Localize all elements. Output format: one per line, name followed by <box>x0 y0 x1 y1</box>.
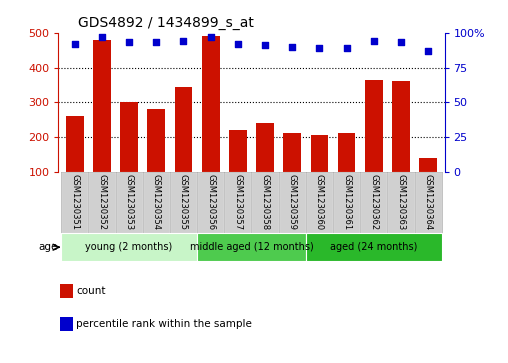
Text: GSM1230353: GSM1230353 <box>124 174 134 230</box>
Bar <box>415 172 442 233</box>
Bar <box>310 135 328 207</box>
Text: GSM1230362: GSM1230362 <box>369 174 378 230</box>
Bar <box>306 233 442 261</box>
Text: GSM1230360: GSM1230360 <box>315 174 324 230</box>
Text: GSM1230359: GSM1230359 <box>288 174 297 230</box>
Bar <box>392 81 410 207</box>
Text: GSM1230357: GSM1230357 <box>233 174 242 230</box>
Point <box>261 42 269 48</box>
Text: count: count <box>76 286 106 296</box>
Bar <box>256 123 274 207</box>
Bar <box>61 172 88 233</box>
Bar <box>202 36 219 207</box>
Point <box>207 34 215 40</box>
Bar <box>143 172 170 233</box>
Bar <box>283 133 301 207</box>
Point <box>71 41 79 47</box>
Point <box>152 40 161 45</box>
Bar <box>66 116 84 207</box>
Bar <box>197 233 306 261</box>
Point <box>397 40 405 45</box>
Text: GSM1230354: GSM1230354 <box>152 174 161 230</box>
Bar <box>419 158 437 207</box>
Text: young (2 months): young (2 months) <box>85 242 173 252</box>
Bar <box>333 172 360 233</box>
Bar <box>306 172 333 233</box>
Point <box>234 41 242 47</box>
Bar <box>93 40 111 207</box>
Bar <box>251 172 279 233</box>
Bar <box>61 233 197 261</box>
Text: GSM1230361: GSM1230361 <box>342 174 351 230</box>
Bar <box>229 130 247 207</box>
Text: GDS4892 / 1434899_s_at: GDS4892 / 1434899_s_at <box>78 16 253 30</box>
Text: aged (24 months): aged (24 months) <box>330 242 418 252</box>
Bar <box>279 172 306 233</box>
Point <box>98 34 106 40</box>
Bar <box>224 172 251 233</box>
Bar <box>360 172 388 233</box>
Text: GSM1230351: GSM1230351 <box>70 174 79 230</box>
Point <box>125 40 133 45</box>
Bar <box>115 172 143 233</box>
Point <box>179 38 187 44</box>
Text: GSM1230363: GSM1230363 <box>397 174 405 230</box>
Text: GSM1230364: GSM1230364 <box>424 174 433 230</box>
Bar <box>147 109 165 207</box>
Text: middle aged (12 months): middle aged (12 months) <box>189 242 313 252</box>
Bar <box>197 172 224 233</box>
Text: age: age <box>39 242 58 252</box>
Point <box>315 45 324 51</box>
Point <box>288 44 296 49</box>
Text: GSM1230352: GSM1230352 <box>98 174 106 230</box>
Text: percentile rank within the sample: percentile rank within the sample <box>76 319 252 329</box>
Text: GSM1230356: GSM1230356 <box>206 174 215 230</box>
Point <box>370 38 378 44</box>
Bar <box>120 102 138 207</box>
Text: GSM1230358: GSM1230358 <box>261 174 270 230</box>
Point <box>424 48 432 54</box>
Bar <box>365 80 383 207</box>
Point <box>342 45 351 51</box>
Text: GSM1230355: GSM1230355 <box>179 174 188 230</box>
Bar <box>388 172 415 233</box>
Bar <box>170 172 197 233</box>
Bar <box>88 172 115 233</box>
Bar <box>175 87 193 207</box>
Bar <box>338 133 356 207</box>
